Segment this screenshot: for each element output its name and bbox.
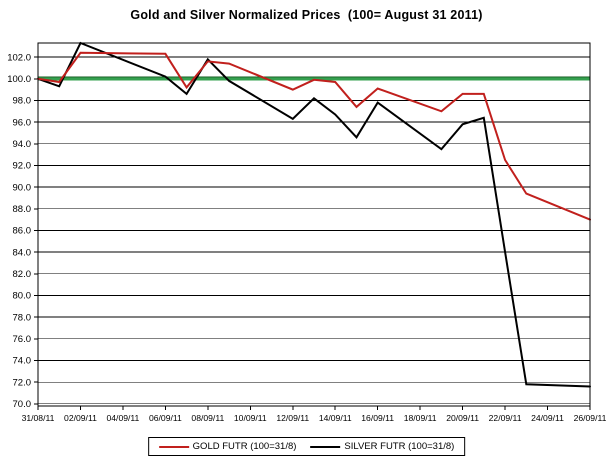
y-axis-label: 102.0 — [7, 52, 31, 63]
x-axis-label: 18/09/11 — [404, 413, 437, 423]
x-axis-label: 02/09/11 — [64, 413, 97, 423]
y-axis-label: 80.0 — [13, 291, 32, 302]
x-axis-label: 31/08/11 — [22, 413, 55, 423]
x-axis-label: 10/09/11 — [234, 413, 267, 423]
series-line — [37, 41, 591, 388]
x-axis-label: 26/09/11 — [574, 413, 607, 423]
legend-item-gold: GOLD FUTR (100=31/8) — [158, 441, 297, 452]
x-axis-label: 08/09/11 — [191, 413, 224, 423]
x-axis-label: 14/09/11 — [319, 413, 352, 423]
y-axis-label: 98.0 — [13, 96, 32, 107]
x-axis-label: 06/09/11 — [149, 413, 182, 423]
y-axis-label: 100.0 — [7, 74, 31, 85]
y-axis-label: 90.0 — [13, 182, 32, 193]
x-axis-label: 12/09/11 — [276, 413, 309, 423]
y-axis-label: 92.0 — [13, 161, 32, 172]
y-axis-label: 72.0 — [13, 377, 32, 388]
y-axis-label: 70.0 — [13, 399, 32, 410]
legend-label-gold: GOLD FUTR (100=31/8) — [192, 441, 297, 452]
x-axis-label: 16/09/11 — [361, 413, 394, 423]
y-axis-label: 84.0 — [13, 247, 32, 258]
legend-item-silver: SILVER FUTR (100=31/8) — [310, 441, 454, 452]
y-axis-label: 86.0 — [13, 226, 32, 237]
y-axis-label: 94.0 — [13, 139, 32, 150]
y-axis-label: 74.0 — [13, 356, 32, 367]
x-axis-label: 04/09/11 — [107, 413, 140, 423]
silver-line-swatch — [310, 445, 341, 448]
x-axis-label: 20/09/11 — [446, 413, 479, 423]
gold-line-swatch — [158, 445, 189, 448]
chart-title: Gold and Silver Normalized Prices (100= … — [130, 8, 483, 22]
x-axis-label: 22/09/11 — [489, 413, 522, 423]
legend-label-silver: SILVER FUTR (100=31/8) — [344, 441, 455, 452]
y-axis-label: 78.0 — [13, 312, 32, 323]
y-axis-label: 88.0 — [13, 204, 32, 215]
y-axis-label: 82.0 — [13, 269, 32, 280]
x-axis-label: 24/09/11 — [531, 413, 564, 423]
series-line — [37, 51, 591, 221]
y-axis-label: 76.0 — [13, 334, 32, 345]
chart-legend: GOLD FUTR (100=31/8) SILVER FUTR (100=31… — [147, 437, 466, 456]
y-axis-label: 96.0 — [13, 117, 32, 128]
